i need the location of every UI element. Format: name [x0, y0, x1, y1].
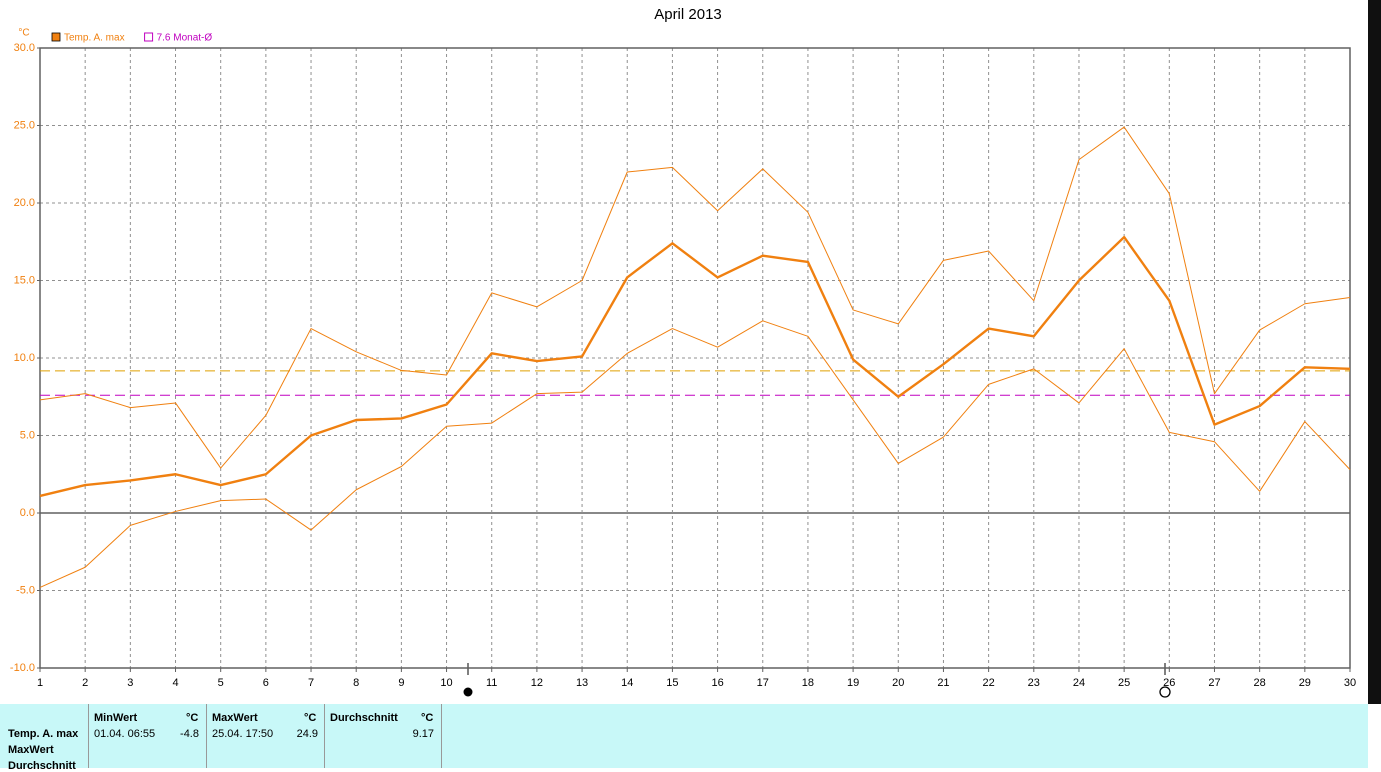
x-tick-label: 9: [398, 677, 404, 689]
y-tick-label: -5.0: [16, 584, 35, 596]
x-tick-label: 8: [353, 677, 359, 689]
chart-title: April 2013: [654, 6, 722, 23]
x-tick-label: 28: [1254, 677, 1266, 689]
x-tick-label: 18: [802, 677, 814, 689]
column-header: MinWert: [94, 712, 138, 724]
series-line: [39, 126, 1351, 469]
x-tick-label: 20: [892, 677, 904, 689]
y-tick-label: 25.0: [14, 119, 35, 131]
x-tick-label: 14: [621, 677, 633, 689]
x-tick-label: 17: [757, 677, 769, 689]
y-tick-label: -10.0: [10, 662, 35, 674]
x-tick-label: 23: [1028, 677, 1040, 689]
x-tick-label: 4: [172, 677, 178, 689]
column-header: Durchschnitt: [330, 712, 398, 724]
y-tick-label: 20.0: [14, 197, 35, 209]
plot-border: [39, 47, 1351, 669]
x-tick-label: 29: [1299, 677, 1311, 689]
row-label: MaxWert: [8, 744, 54, 756]
x-tick-label: 11: [486, 677, 497, 689]
x-tick-label: 13: [576, 677, 588, 689]
x-tick-label: 7: [308, 677, 314, 689]
x-tick-label: 19: [847, 677, 859, 689]
legend-swatch: [144, 32, 154, 42]
legend-label: Temp. A. max: [64, 33, 125, 44]
cell-value: -4.8: [180, 728, 199, 740]
y-tick-label: 15.0: [14, 274, 35, 286]
x-tick-label: 6: [263, 677, 269, 689]
y-unit: °C: [18, 28, 29, 39]
x-tick-label: 5: [218, 677, 224, 689]
series-line: [39, 320, 1351, 588]
cell-time: 25.04. 17:50: [212, 728, 274, 740]
column-unit: °C: [304, 712, 317, 724]
stats-table: Temp. A. max MaxWert Durchschnitt MinWer…: [0, 704, 1368, 772]
x-tick-label: 21: [937, 677, 949, 689]
x-tick-label: 16: [711, 677, 723, 689]
row-label: Temp. A. max: [8, 728, 79, 740]
x-tick-label: 10: [440, 677, 452, 689]
y-tick-label: 30.0: [14, 42, 35, 54]
column-unit: °C: [186, 712, 199, 724]
x-tick-label: 22: [982, 677, 994, 689]
table-separator: [206, 704, 207, 768]
y-tick-label: 5.0: [20, 429, 35, 441]
cell-value: 9.17: [412, 728, 434, 740]
x-tick-label: 3: [127, 677, 133, 689]
column-header: MaxWert: [212, 712, 258, 724]
x-tick-label: 25: [1118, 677, 1130, 689]
legend-swatch: [51, 32, 61, 42]
x-tick-label: 12: [531, 677, 543, 689]
table-separator: [324, 704, 325, 768]
x-tick-label: 27: [1208, 677, 1220, 689]
chart: April 2013 °C -10.0 -5.0 0.0 5.0 10.0 15.0 20.…: [10, 0, 1381, 704]
x-tick-label: 2: [82, 677, 88, 689]
x-tick-label: 26: [1163, 677, 1175, 689]
moon-icons: [463, 663, 1171, 698]
row-label: Durchschnitt: [8, 760, 76, 772]
y-tick-label: 0.0: [20, 507, 35, 519]
x-tick-label: 30: [1344, 677, 1356, 689]
cell-value: 24.9: [296, 728, 318, 740]
y-tick-label: 10.0: [14, 352, 35, 364]
table-separator: [441, 704, 442, 768]
x-tick-label: 15: [666, 677, 678, 689]
window-edge: [1368, 0, 1381, 704]
x-tick-label: 24: [1073, 677, 1085, 689]
table-separator: [88, 704, 89, 768]
cell-time: 01.04. 06:55: [94, 728, 156, 740]
series-line: [39, 235, 1351, 498]
column-unit: °C: [421, 712, 434, 724]
legend-label: 7.6 Monat-Ø: [157, 33, 213, 44]
x-tick-label: 1: [37, 677, 43, 689]
